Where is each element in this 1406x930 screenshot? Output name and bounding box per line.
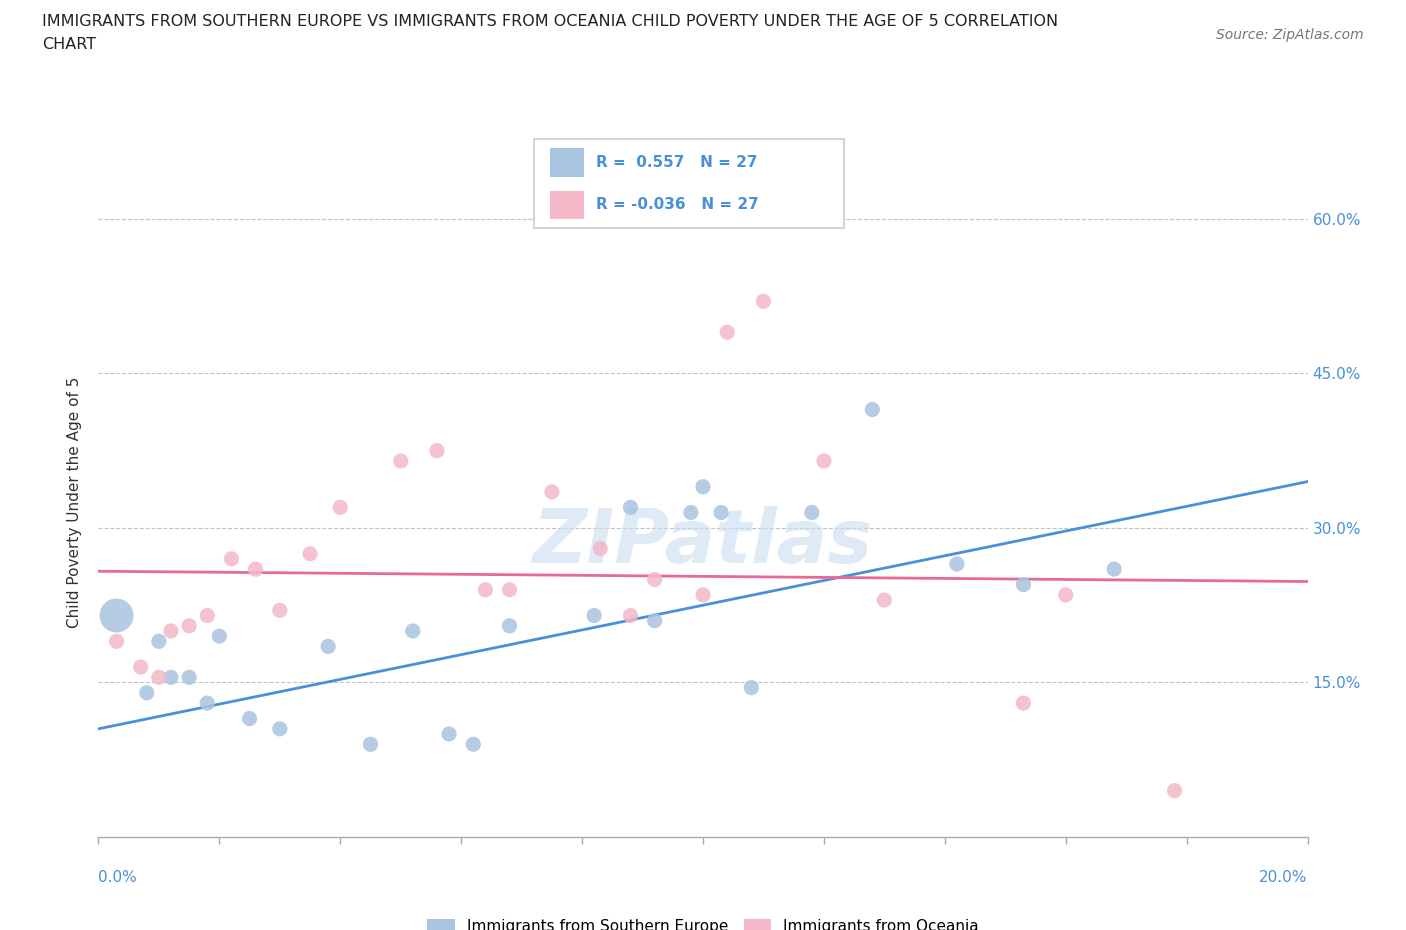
Point: [129, 659, 152, 674]
Point: [135, 685, 157, 700]
Point: [329, 500, 352, 515]
Point: [692, 588, 714, 603]
Point: [813, 454, 835, 469]
Y-axis label: Child Poverty Under the Age of 5: Child Poverty Under the Age of 5: [67, 377, 83, 628]
Point: [1163, 783, 1185, 798]
Point: [498, 582, 520, 597]
Legend: Immigrants from Southern Europe, Immigrants from Oceania: Immigrants from Southern Europe, Immigra…: [419, 911, 987, 930]
Text: Source: ZipAtlas.com: Source: ZipAtlas.com: [1216, 28, 1364, 42]
Point: [1012, 696, 1035, 711]
Point: [692, 479, 714, 494]
Point: [239, 711, 262, 726]
Point: [269, 603, 291, 618]
Point: [474, 582, 496, 597]
FancyBboxPatch shape: [534, 140, 844, 228]
Text: 0.0%: 0.0%: [98, 870, 138, 884]
Point: [245, 562, 267, 577]
Point: [179, 670, 201, 684]
Point: [752, 294, 775, 309]
Text: ZIPatlas: ZIPatlas: [533, 506, 873, 578]
Point: [402, 623, 425, 638]
Point: [860, 402, 883, 417]
Point: [360, 737, 382, 751]
Point: [437, 726, 460, 741]
Point: [800, 505, 823, 520]
Point: [160, 623, 183, 638]
Point: [1054, 588, 1077, 603]
Point: [463, 737, 485, 751]
Text: IMMIGRANTS FROM SOUTHERN EUROPE VS IMMIGRANTS FROM OCEANIA CHILD POVERTY UNDER T: IMMIGRANTS FROM SOUTHERN EUROPE VS IMMIG…: [42, 14, 1059, 29]
Point: [498, 618, 520, 633]
Point: [221, 551, 243, 566]
Point: [195, 608, 218, 623]
Point: [426, 444, 449, 458]
Point: [619, 608, 641, 623]
Text: 20.0%: 20.0%: [1260, 870, 1308, 884]
Point: [740, 680, 762, 695]
Point: [195, 696, 218, 711]
Text: R = -0.036   N = 27: R = -0.036 N = 27: [596, 197, 759, 212]
Text: CHART: CHART: [42, 37, 96, 52]
Point: [644, 572, 666, 587]
Point: [1102, 562, 1125, 577]
Point: [540, 485, 562, 499]
Bar: [550, 148, 583, 177]
Point: [389, 454, 412, 469]
Point: [1012, 578, 1035, 592]
Point: [269, 722, 291, 737]
Point: [589, 541, 612, 556]
Point: [679, 505, 702, 520]
Point: [619, 500, 641, 515]
Point: [583, 608, 606, 623]
Point: [716, 325, 738, 339]
Point: [873, 592, 896, 607]
Point: [148, 634, 170, 649]
Point: [299, 546, 322, 561]
Point: [946, 556, 969, 571]
Text: R =  0.557   N = 27: R = 0.557 N = 27: [596, 155, 758, 170]
Point: [208, 629, 231, 644]
Point: [105, 634, 128, 649]
Bar: [550, 191, 583, 219]
Point: [160, 670, 183, 684]
Point: [316, 639, 339, 654]
Point: [148, 670, 170, 684]
Point: [105, 608, 128, 623]
Point: [644, 613, 666, 628]
Point: [179, 618, 201, 633]
Point: [710, 505, 733, 520]
